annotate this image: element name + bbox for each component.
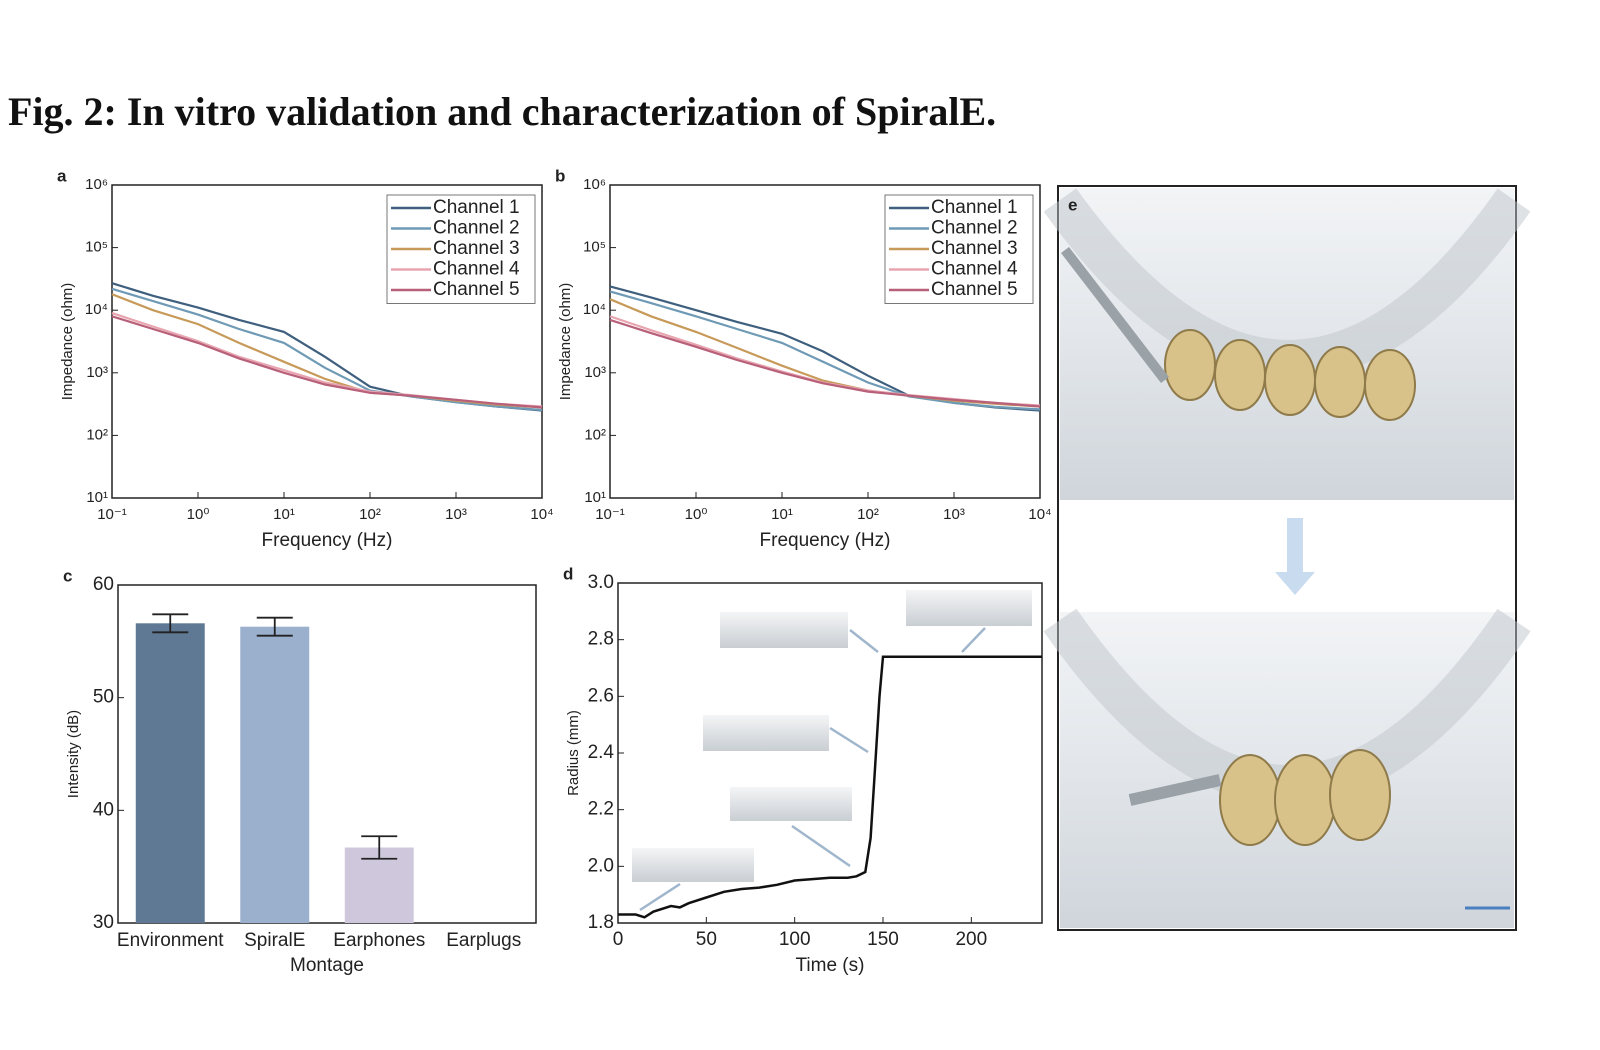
y-tick-label: 2.0 — [588, 855, 614, 876]
x-tick-label: Environment — [117, 930, 224, 951]
y-axis-label: Radius (mm) — [565, 710, 582, 796]
data-line — [618, 655, 1042, 919]
y-tick-label: 3.0 — [588, 572, 614, 593]
legend-label: Channel 2 — [433, 218, 520, 239]
y-tick-label: 2.4 — [588, 742, 615, 763]
x-axis-label: Frequency (Hz) — [760, 530, 891, 551]
plot-frame — [111, 184, 543, 499]
y-tick-label: 10³ — [86, 364, 108, 381]
y-tick-label: 30 — [93, 912, 114, 933]
panel-label: b — [555, 166, 565, 185]
x-tick-label: 10⁴ — [530, 506, 553, 523]
bar — [344, 847, 414, 923]
x-tick-label: Earphones — [333, 930, 425, 951]
bar — [135, 623, 205, 923]
x-tick-label: 0 — [613, 929, 624, 950]
legend-label: Channel 1 — [931, 197, 1018, 218]
legend-label: Channel 2 — [931, 218, 1018, 239]
y-tick-label: 10⁴ — [583, 301, 606, 318]
data-line — [111, 287, 543, 412]
plot-frame — [117, 584, 537, 924]
y-tick-label: 2.2 — [588, 799, 614, 820]
data-line — [111, 312, 543, 408]
y-tick-label: 40 — [93, 799, 114, 820]
panel-label: a — [57, 166, 67, 185]
legend-label: Channel 1 — [433, 197, 520, 218]
x-tick-label: 10¹ — [273, 506, 295, 523]
y-tick-label: 10² — [584, 426, 606, 443]
data-line — [609, 318, 1041, 408]
panel-label: e — [1068, 195, 1077, 214]
x-tick-label: 10¹ — [771, 506, 793, 523]
x-tick-label: SpiralE — [244, 930, 305, 951]
y-tick-label: 10³ — [584, 364, 606, 381]
x-tick-label: 10⁻¹ — [97, 506, 127, 523]
x-tick-label: 10⁴ — [1028, 506, 1051, 523]
y-tick-label: 50 — [93, 687, 114, 708]
insets — [632, 590, 1032, 912]
x-tick-label: 10⁻¹ — [595, 506, 625, 523]
y-tick-label: 10⁶ — [583, 176, 606, 193]
data-line — [609, 315, 1041, 407]
x-tick-label: 10⁰ — [187, 506, 210, 523]
y-axis-label: Intensity (dB) — [65, 710, 82, 798]
y-tick-label: 10⁵ — [85, 239, 108, 256]
legend-label: Channel 3 — [931, 238, 1018, 259]
y-tick-label: 10⁶ — [85, 176, 108, 193]
x-tick-label: 50 — [696, 929, 717, 950]
data-line — [111, 293, 543, 409]
legend-label: Channel 5 — [433, 279, 520, 300]
legend-label: Channel 4 — [433, 259, 520, 280]
y-tick-label: 10¹ — [584, 489, 606, 506]
legend-label: Channel 5 — [931, 279, 1018, 300]
y-tick-label: 2.8 — [588, 629, 614, 650]
x-tick-label: 100 — [779, 929, 811, 950]
data-line — [609, 290, 1041, 411]
y-tick-label: 10⁵ — [583, 239, 606, 256]
x-tick-label: 10³ — [445, 506, 467, 523]
legend-label: Channel 4 — [931, 259, 1018, 280]
y-tick-label: 10⁴ — [85, 301, 108, 318]
y-tick-label: 2.6 — [588, 685, 614, 706]
photo-panel: e — [1043, 185, 1531, 931]
x-tick-label: 10³ — [943, 506, 965, 523]
y-tick-label: 10¹ — [86, 489, 108, 506]
y-tick-label: 60 — [93, 574, 114, 595]
data-line — [111, 315, 543, 409]
data-line — [609, 285, 1041, 412]
x-tick-label: 200 — [955, 929, 987, 950]
x-tick-label: 10⁰ — [685, 506, 708, 523]
y-tick-label: 1.8 — [588, 912, 614, 933]
x-tick-label: 10² — [857, 506, 879, 523]
panel-label: c — [63, 566, 72, 585]
plot-frame — [609, 184, 1041, 499]
x-tick-label: 10² — [359, 506, 381, 523]
panel-label: d — [563, 564, 573, 583]
x-axis-label: Frequency (Hz) — [262, 530, 393, 551]
legend-label: Channel 3 — [433, 238, 520, 259]
x-tick-label: Earplugs — [446, 930, 521, 951]
x-axis-label: Time (s) — [796, 955, 865, 976]
y-tick-label: 10² — [86, 426, 108, 443]
y-axis-label: Impedance (ohm) — [59, 283, 76, 401]
x-tick-label: 150 — [867, 929, 899, 950]
figure-title: Fig. 2: In vitro validation and characte… — [8, 89, 996, 134]
y-axis-label: Impedance (ohm) — [557, 283, 574, 401]
x-axis-label: Montage — [290, 955, 364, 976]
bar — [240, 626, 310, 923]
